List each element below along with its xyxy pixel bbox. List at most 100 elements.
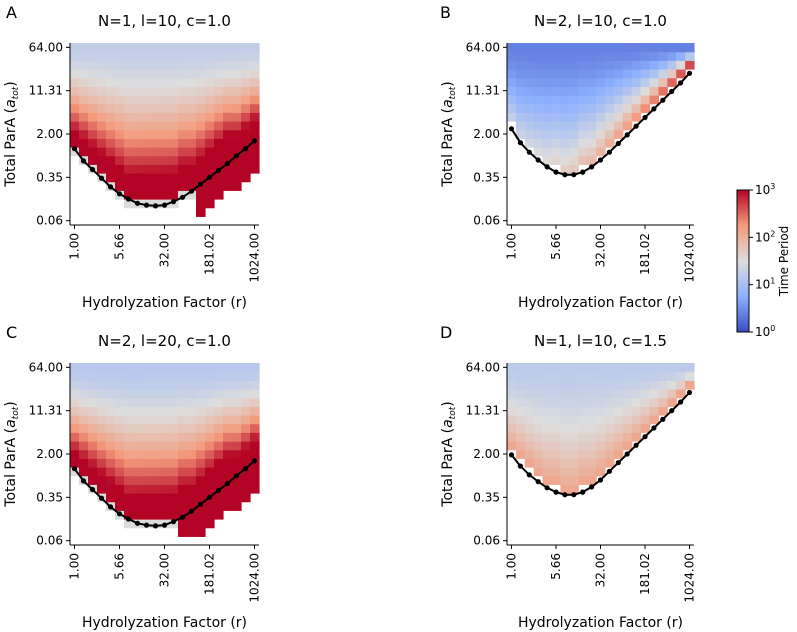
heatmap-cell <box>133 103 143 113</box>
heatmap-cell <box>551 121 562 131</box>
heatmap-cell <box>196 458 206 468</box>
heatmap-cell <box>133 147 143 157</box>
heatmap-cell <box>241 432 251 442</box>
heatmap-cell <box>649 363 659 373</box>
heatmap-cell <box>631 415 642 425</box>
heatmap-cell <box>223 406 233 416</box>
heatmap-cell <box>241 103 251 113</box>
heatmap-cell <box>160 406 170 416</box>
heatmap-cell <box>115 77 125 87</box>
heatmap-cell <box>631 95 642 105</box>
heatmap-cell <box>622 397 633 407</box>
heatmap-cell <box>97 363 107 373</box>
heatmap-cell <box>596 406 606 416</box>
heatmap-cell <box>115 138 125 148</box>
heatmap-cell <box>124 103 134 113</box>
heatmap-cell <box>133 164 143 174</box>
heatmap-cell <box>79 458 89 468</box>
heatmap-cell <box>631 389 642 399</box>
heatmap-cell <box>613 380 624 390</box>
boundary-point <box>678 80 684 86</box>
heatmap-cell <box>187 493 197 503</box>
heatmap-cell <box>196 415 206 425</box>
heatmap-cell <box>551 467 562 477</box>
heatmap-cell <box>596 467 606 477</box>
heatmap-cell <box>232 51 242 61</box>
heatmap-cell <box>551 389 562 399</box>
heatmap-cell <box>187 501 197 511</box>
heatmap-cell <box>196 95 206 105</box>
x-tick-label: 1024.00 <box>683 233 697 283</box>
heatmap-cell <box>631 77 642 87</box>
x-tick-label: 1.00 <box>68 233 82 260</box>
heatmap-cell <box>160 389 170 399</box>
heatmap-cell <box>250 121 260 131</box>
boundary-point <box>642 434 648 440</box>
heatmap-cell <box>187 432 197 442</box>
heatmap-cell <box>124 389 134 399</box>
heatmap-cell <box>106 103 116 113</box>
heatmap-cell <box>97 406 107 416</box>
heatmap-cell <box>241 138 251 148</box>
heatmap-cell <box>542 103 553 113</box>
heatmap-cell <box>596 95 606 105</box>
heatmap-cell <box>205 155 215 165</box>
heatmap-cell <box>187 69 197 79</box>
boundary-point <box>125 516 132 522</box>
heatmap-cell <box>232 69 242 79</box>
heatmap-cell <box>613 121 624 131</box>
heatmap-cell <box>507 103 517 113</box>
heatmap-cell <box>613 43 624 53</box>
boundary-point <box>242 466 249 472</box>
heatmap-cell <box>196 173 206 183</box>
heatmap-cell <box>151 432 161 442</box>
heatmap-cell <box>507 406 517 416</box>
heatmap-cell <box>88 147 98 157</box>
heatmap-cell <box>160 441 170 451</box>
heatmap-cell <box>160 181 170 191</box>
heatmap-cell <box>214 121 224 131</box>
heatmap-cell <box>596 389 606 399</box>
heatmap-cell <box>622 43 633 53</box>
heatmap-cell <box>133 441 143 451</box>
heatmap-cell <box>88 103 98 113</box>
heatmap-cell <box>133 181 143 191</box>
heatmap-cell <box>515 112 526 122</box>
heatmap-cell <box>151 69 161 79</box>
heatmap-cell <box>133 112 143 122</box>
heatmap-cell <box>160 173 170 183</box>
heatmap-cell <box>640 95 651 105</box>
heatmap-cell <box>142 415 152 425</box>
heatmap-cell <box>160 129 170 139</box>
heatmap-cell <box>587 69 597 79</box>
heatmap-cell <box>79 467 89 477</box>
heatmap-cell <box>640 51 651 61</box>
heatmap-cell <box>250 423 260 433</box>
heatmap-cell <box>151 95 161 105</box>
heatmap-cell <box>578 371 588 381</box>
boundary-point <box>80 478 87 484</box>
heatmap-cell <box>142 60 152 70</box>
boundary-point <box>508 452 515 458</box>
heatmap-cell <box>70 449 80 459</box>
heatmap-cell <box>115 449 125 459</box>
heatmap-cell <box>115 363 125 373</box>
heatmap-cell <box>604 86 615 96</box>
heatmap-cell <box>524 121 535 131</box>
y-axis-label: Total ParA (atot) <box>440 81 458 187</box>
heatmap-cell <box>667 371 677 381</box>
heatmap-cell <box>533 95 544 105</box>
heatmap-cell <box>151 484 161 494</box>
heatmap-cell <box>196 449 206 459</box>
heatmap-cell <box>133 86 143 96</box>
heatmap-cell <box>640 389 651 399</box>
heatmap-cell <box>507 95 517 105</box>
heatmap-cell <box>187 371 197 381</box>
heatmap-cell <box>106 441 116 451</box>
heatmap-cell <box>133 501 143 511</box>
heatmap-cell <box>160 484 170 494</box>
heatmap-cell <box>169 77 179 87</box>
heatmap-cell <box>232 389 242 399</box>
heatmap-cell <box>241 475 251 485</box>
heatmap-cell <box>196 519 206 529</box>
